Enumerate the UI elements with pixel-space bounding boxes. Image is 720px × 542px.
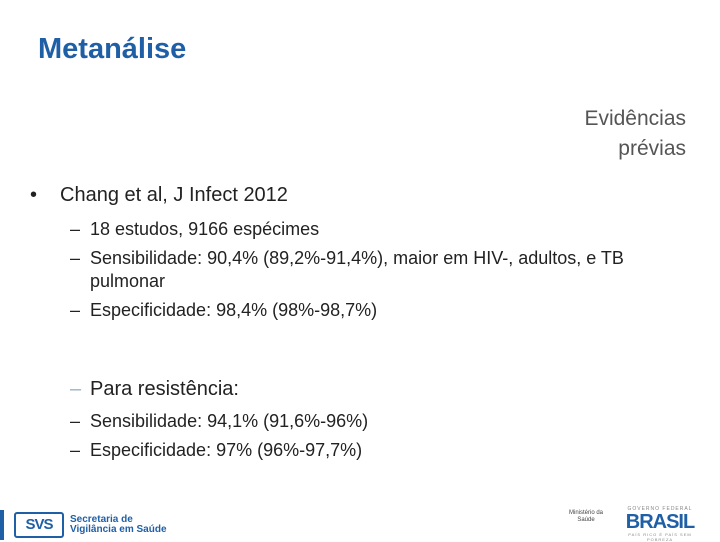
svs-line-2: Vigilância em Saúde — [70, 524, 167, 535]
footer: SVS Secretaria de Vigilância em Saúde Mi… — [0, 500, 720, 542]
side-note-line-2: prévias — [618, 137, 686, 160]
brasil-top: GOVERNO FEDERAL — [627, 506, 693, 512]
side-note: Evidências prévias — [486, 104, 686, 164]
dash-marker: – — [70, 248, 81, 268]
bullet-list: • Chang et al, J Infect 2012 – 18 estudo… — [30, 182, 690, 468]
sub-item-text: Sensibilidade: 90,4% (89,2%-91,4%), maio… — [90, 248, 624, 291]
svs-logo: SVS Secretaria de Vigilância em Saúde — [14, 512, 167, 538]
brasil-bottom: PAÍS RICO É PAÍS SEM POBREZA — [628, 532, 692, 542]
svs-logo-text: Secretaria de Vigilância em Saúde — [70, 515, 167, 535]
footer-accent-bar — [0, 510, 4, 540]
sub-item-text: Especificidade: 98,4% (98%-98,7%) — [90, 300, 378, 320]
dash-marker: – — [70, 219, 81, 239]
sub-item: – Sensibilidade: 90,4% (89,2%-91,4%), ma… — [30, 247, 690, 293]
main-bullet: • Chang et al, J Infect 2012 — [30, 182, 690, 208]
brasil-word: BRASIL — [625, 511, 695, 533]
dash-marker: – — [70, 440, 81, 460]
spacer — [30, 328, 690, 376]
resistance-item-text: Sensibilidade: 94,1% (91,6%-96%) — [90, 411, 369, 431]
main-bullet-text: Chang et al, J Infect 2012 — [60, 184, 288, 206]
resistance-heading-text: Para resistência: — [90, 378, 239, 400]
sub-item: – 18 estudos, 9166 espécimes — [30, 218, 690, 241]
brasil-logo: GOVERNO FEDERAL BRASIL PAÍS RICO É PAÍS … — [620, 506, 700, 542]
dash-marker: – — [70, 378, 82, 400]
resistance-item: – Sensibilidade: 94,1% (91,6%-96%) — [30, 410, 690, 433]
sub-item-text: 18 estudos, 9166 espécimes — [90, 219, 320, 239]
dash-marker: – — [70, 300, 81, 320]
dash-marker: – — [70, 411, 81, 431]
resistance-item: – Especificidade: 97% (96%-97,7%) — [30, 439, 690, 462]
slide-title: Metanálise — [38, 33, 187, 65]
svs-logo-mark: SVS — [14, 512, 64, 538]
ministerio-logo: Ministério da Saúde — [568, 510, 603, 523]
bullet-marker: • — [30, 184, 38, 206]
sub-item: – Especificidade: 98,4% (98%-98,7%) — [30, 299, 690, 322]
resistance-item-text: Especificidade: 97% (96%-97,7%) — [90, 440, 363, 460]
svs-line-1: Secretaria de — [70, 514, 133, 525]
side-note-line-1: Evidências — [584, 107, 686, 130]
resistance-heading: – Para resistência: — [30, 376, 690, 402]
